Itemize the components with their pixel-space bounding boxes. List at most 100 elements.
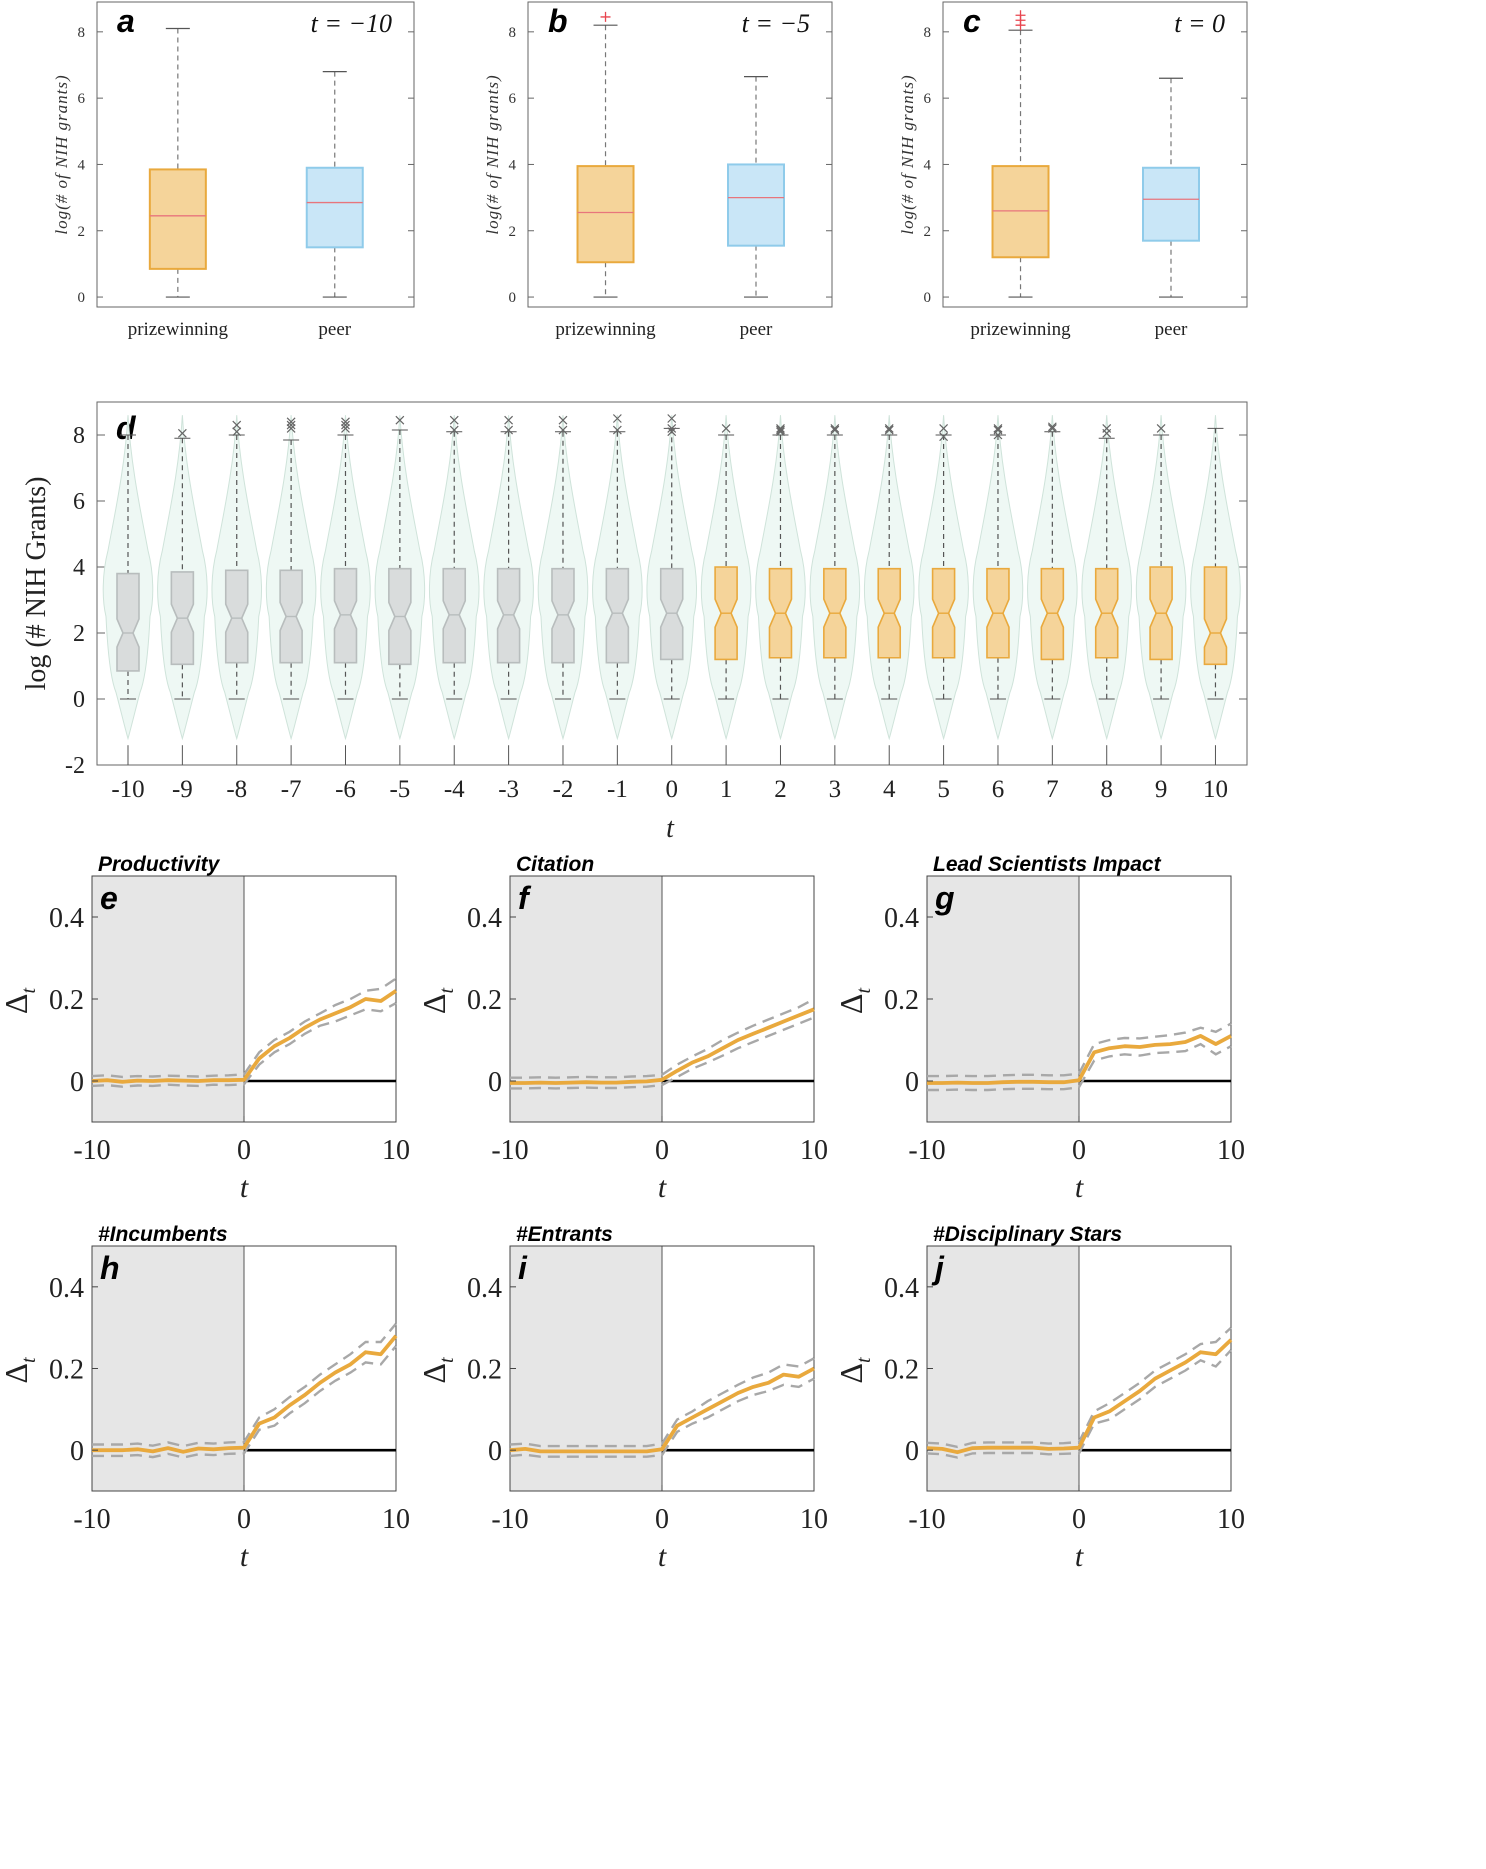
y-tick-label: 2 [509, 224, 517, 240]
violin-group-t-3 [483, 415, 534, 765]
time-annotation: t = −5 [742, 9, 810, 38]
ci-lower-line [510, 1016, 815, 1090]
estimate-line [927, 1034, 1232, 1085]
violin-group-t-4 [428, 415, 480, 765]
outlier-marker [558, 425, 568, 435]
violin-group-t-6 [320, 415, 371, 765]
panel-title: Citation [516, 853, 594, 876]
violin-group-t8 [1081, 415, 1133, 765]
x-tick-label: 0 [237, 1135, 251, 1166]
panel-letter: g [934, 880, 955, 916]
x-tick-label: 1 [720, 776, 733, 803]
x-category-label: peer [1155, 319, 1188, 340]
panel-letter: i [518, 1250, 528, 1286]
y-tick-label: -2 [65, 753, 85, 779]
panel-title: #Incumbents [98, 1223, 228, 1246]
outlier-marker [286, 417, 296, 427]
outlier-marker [721, 423, 731, 433]
box-prizewinning [991, 10, 1050, 298]
x-tick-label: 0 [237, 1504, 251, 1535]
y-tick-label: 0.4 [49, 903, 84, 934]
x-tick-label: 10 [382, 1135, 410, 1166]
y-axis-label: Δt [416, 987, 458, 1014]
boxplot-panel-a: 0 2 4 6 8 log(# of NIH grants) a t = −10 prizewi… [52, 1, 415, 340]
box-iqr [576, 165, 635, 264]
y-tick-label: 0 [488, 1067, 502, 1098]
panel-letter: d [116, 410, 137, 446]
outlier-marker [1047, 423, 1057, 433]
y-tick-label: 4 [78, 157, 86, 173]
outlier-marker [884, 425, 894, 435]
violin-group-t-2 [537, 415, 589, 765]
outlier-marker [600, 11, 611, 22]
x-axis-label: t [1075, 1540, 1084, 1573]
box-iqr [727, 163, 785, 247]
line-panel-j: 0 0.2 0.4 -10 0 10 t Δt #Disciplinary Stars j [833, 1223, 1245, 1573]
ci-upper-line [927, 1022, 1232, 1078]
y-axis-label: log(# of NIH grants) [483, 74, 502, 234]
panel-title: Lead Scientists Impact [933, 853, 1162, 876]
x-tick-label: 0 [1072, 1504, 1086, 1535]
x-category-label: prizewinning [128, 319, 229, 340]
y-tick-label: 0.2 [884, 985, 919, 1016]
panel-letter: h [100, 1250, 120, 1286]
box-peer [727, 75, 785, 298]
box-peer [1142, 77, 1200, 298]
outlier-marker [612, 425, 622, 435]
x-tick-label: -10 [111, 776, 144, 803]
x-tick-label: 10 [800, 1135, 828, 1166]
y-tick-label: 2 [924, 224, 932, 240]
y-tick-label: 0 [905, 1067, 919, 1098]
line-panel-f: 0 0.2 0.4 -10 0 10 t Δt Citation f [416, 853, 828, 1204]
x-tick-label: -7 [281, 776, 302, 803]
x-tick-label: -10 [73, 1135, 110, 1166]
x-tick-label: 8 [1100, 776, 1113, 803]
outlier-marker [1102, 423, 1112, 433]
outlier-marker [177, 428, 187, 438]
x-tick-label: 3 [829, 776, 842, 803]
x-tick-label: -1 [607, 776, 628, 803]
y-axis-label: Δt [833, 1357, 875, 1384]
x-tick-label: 9 [1155, 776, 1168, 803]
violin-group-t-9 [157, 415, 208, 765]
panel-letter: f [518, 880, 532, 916]
panel-letter: a [117, 3, 135, 39]
x-category-label: peer [318, 319, 351, 340]
ci-upper-line [926, 1326, 1232, 1449]
x-axis-label: t [1075, 1171, 1084, 1204]
line-panel-e: 0 0.2 0.4 -10 0 10 t Δt Productivity e [0, 853, 410, 1204]
x-tick-label: -10 [908, 1504, 945, 1535]
panel-title: #Entrants [516, 1223, 613, 1246]
y-tick-label: 0.4 [884, 903, 919, 934]
panel-title: #Disciplinary Stars [933, 1223, 1122, 1246]
outlier-marker [286, 423, 296, 433]
x-tick-label: -10 [491, 1504, 528, 1535]
outlier-marker [776, 425, 785, 435]
violin-group-t-8 [211, 415, 263, 765]
y-tick-label: 0 [924, 290, 932, 306]
notched-box [605, 567, 630, 664]
y-tick-label: 6 [73, 489, 85, 515]
y-tick-label: 0 [488, 1436, 502, 1467]
violin-group-t3 [809, 415, 861, 765]
box-iqr [148, 168, 207, 270]
y-tick-label: 4 [924, 157, 932, 173]
violin-group-t4 [863, 415, 915, 765]
line-panel-g: 0 0.2 0.4 -10 0 10 t Δt Lead Scientists Impact g [833, 853, 1245, 1204]
violin-group-t-5 [374, 415, 426, 765]
plot-frame [942, 1, 1248, 308]
x-tick-label: -6 [335, 776, 356, 803]
outlier-marker [232, 420, 242, 430]
y-tick-label: 0.4 [467, 903, 502, 934]
x-category-label: prizewinning [555, 319, 656, 340]
violin-group-t-10 [102, 415, 154, 765]
outlier-marker [776, 427, 785, 437]
panel-letter: b [548, 3, 568, 39]
box-iqr [991, 165, 1050, 259]
outlier-marker [884, 423, 894, 433]
notched-box [1203, 566, 1228, 666]
ci-upper-line [509, 1357, 815, 1448]
violin-group-t6 [972, 415, 1024, 765]
ci-upper-line [92, 1322, 397, 1448]
